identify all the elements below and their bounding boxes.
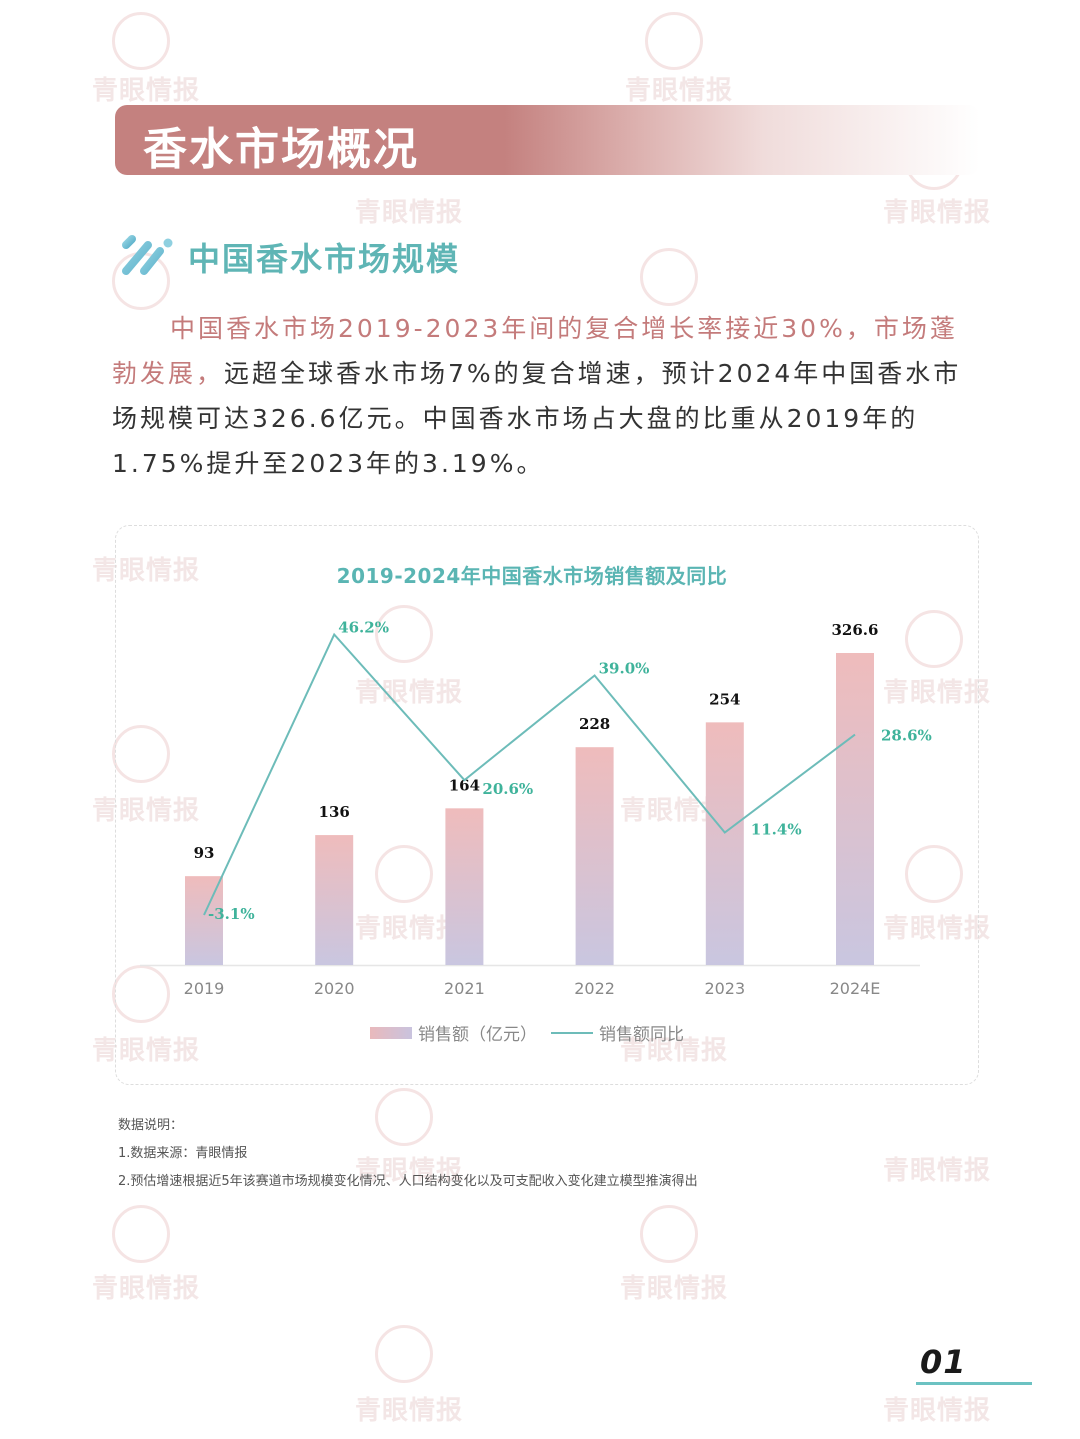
notes-item: 2.预估增速根据近5年该赛道市场规模变化情况、人口结构变化以及可支配收入变化建立… [118, 1174, 698, 1189]
chart-frame [115, 525, 979, 1085]
line-value-label: 20.6% [482, 780, 533, 798]
line-value-label: 39.0% [599, 659, 650, 677]
line-value-label: 46.2% [338, 618, 389, 636]
bar-value-label: 136 [319, 803, 350, 821]
chart-title-text: 2019-2024年中国香水市场销售额及同比 [336, 564, 728, 588]
x-tick-label: 2019 [184, 979, 225, 998]
summary-highlight: 中国香水市场2019-2023年间的复合增长率接近30%，市场蓬勃发展， [112, 314, 958, 388]
section-title: 香水市场概况 [143, 124, 419, 175]
bar-2019 [185, 876, 223, 965]
legend-line-swatch-icon [551, 1031, 593, 1034]
bar-series [185, 653, 874, 965]
bar-value-label: 254 [709, 690, 740, 708]
bar-2020 [315, 835, 354, 965]
section-banner: 香水市场概况 [115, 105, 980, 175]
line-value-label: -3.1% [208, 905, 255, 923]
legend-bar-label: 销售额（亿元） [418, 1025, 537, 1045]
legend-line-label: 销售额同比 [599, 1025, 684, 1045]
bar-2021 [445, 808, 484, 965]
line-value-label: 11.4% [751, 820, 802, 838]
x-axis-tick-labels: 2019 2020 2021 2022 2023 2024E [184, 979, 881, 998]
page-number-underline [916, 1382, 1032, 1385]
summary-paragraph: 中国香水市场2019-2023年间的复合增长率接近30%，市场蓬勃发展，远超全球… [112, 306, 982, 486]
x-tick-label: 2023 [704, 979, 745, 998]
notes-heading: 数据说明： [118, 1118, 184, 1133]
notes-item: 1.数据来源：青眼情报 [118, 1146, 248, 1161]
subheading: 中国香水市场规模 [120, 235, 460, 279]
x-tick-label: 2022 [574, 979, 615, 998]
x-tick-label: 2020 [314, 979, 355, 998]
bar-value-label: 326.6 [832, 621, 879, 639]
bar-value-label: 228 [579, 715, 610, 733]
bar-value-label: 164 [449, 776, 480, 794]
bar-value-labels: 93 136 164 228 254 326.6 [194, 621, 879, 862]
x-tick-label: 2024E [830, 979, 881, 998]
chart-legend: 销售额（亿元） 销售额同比 [370, 1020, 684, 1045]
line-value-labels: -3.1% 46.2% 20.6% 39.0% 11.4% 28.6% [208, 618, 932, 923]
summary-body: 远超全球香水市场7%的复合增速，预计2024年中国香水市场规模可达326.6亿元… [112, 359, 962, 478]
data-notes: 数据说明： 1.数据来源：青眼情报 2.预估增速根据近5年该赛道市场规模变化情况… [118, 1112, 698, 1196]
chart-title: 2019-2024年中国香水市场销售额及同比 [0, 560, 1080, 589]
slash-decoration-icon [120, 235, 176, 279]
bar-2024E [836, 653, 874, 965]
x-tick-label: 2021 [444, 979, 485, 998]
subheading-title: 中国香水市场规模 [188, 240, 461, 278]
line-value-label: 28.6% [881, 727, 932, 745]
bar-2023 [705, 722, 744, 965]
bar-2022 [575, 747, 614, 965]
yoy-line-series [203, 632, 856, 916]
legend-bar-swatch-icon [370, 1026, 412, 1039]
bar-value-label: 93 [194, 844, 215, 862]
page-number: 01 [920, 1343, 967, 1381]
